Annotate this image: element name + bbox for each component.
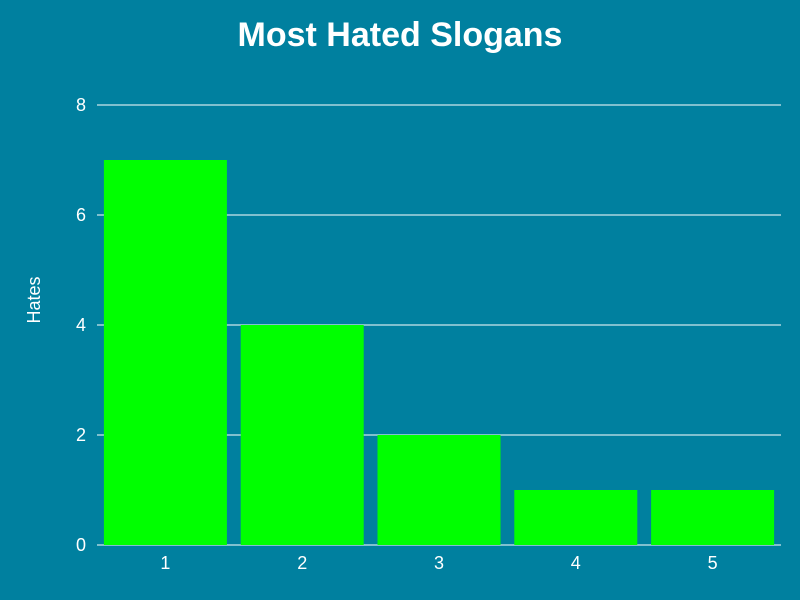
x-tick-label: 1 bbox=[160, 553, 170, 573]
bar-5 bbox=[651, 490, 775, 545]
y-tick-labels: 0 2 4 6 8 bbox=[76, 95, 86, 555]
bar-3 bbox=[377, 435, 501, 545]
x-tick-label: 2 bbox=[297, 553, 307, 573]
chart-title: Most Hated Slogans bbox=[238, 16, 563, 54]
bar-4 bbox=[514, 490, 638, 545]
x-tick-label: 3 bbox=[434, 553, 444, 573]
y-axis-label: Hates bbox=[24, 276, 44, 323]
x-tick-label: 5 bbox=[708, 553, 718, 573]
y-tick-label: 8 bbox=[76, 95, 86, 115]
bars bbox=[103, 160, 775, 545]
bar-2 bbox=[240, 325, 364, 545]
y-tick-label: 0 bbox=[76, 535, 86, 555]
x-tick-label: 4 bbox=[571, 553, 581, 573]
y-tick-label: 4 bbox=[76, 315, 86, 335]
bar-1 bbox=[103, 160, 227, 545]
y-tick-label: 2 bbox=[76, 425, 86, 445]
y-tick-label: 6 bbox=[76, 205, 86, 225]
x-tick-labels: 1 2 3 4 5 bbox=[160, 553, 717, 573]
